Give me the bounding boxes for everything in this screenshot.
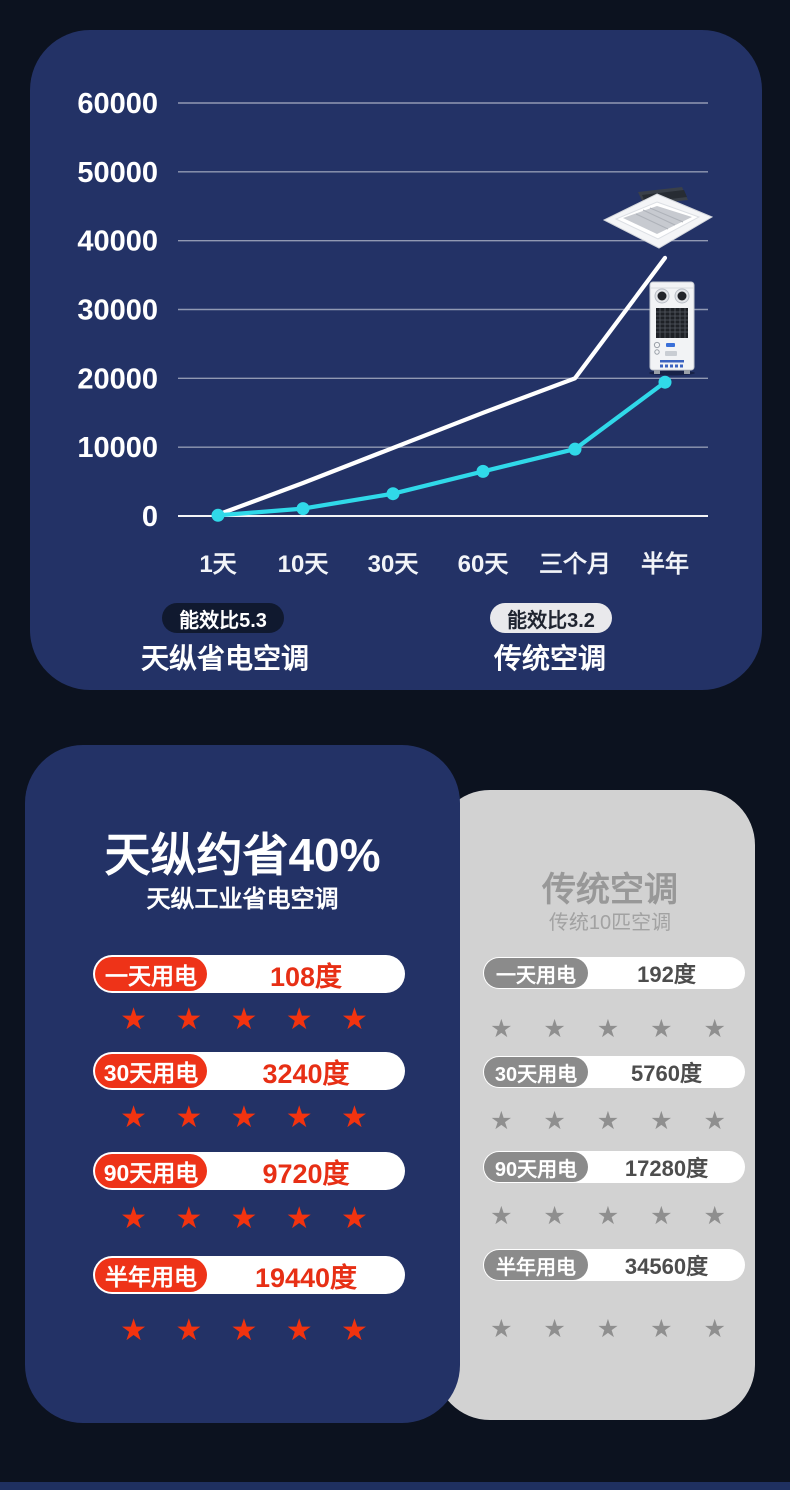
usage-row-30day: 30天用电 5760度 <box>483 1056 745 1088</box>
usage-row-90day: 90天用电 9720度 <box>93 1152 405 1190</box>
svg-text:20000: 20000 <box>77 363 158 395</box>
svg-text:10000: 10000 <box>77 432 158 464</box>
next-section-edge <box>0 1482 790 1490</box>
usage-label: 30天用电 <box>95 1054 207 1088</box>
legend-traditional: 能效比3.2 <box>490 603 612 633</box>
traditional-card-subtitle: 传统10匹空调 <box>548 912 672 934</box>
usage-row-90day: 90天用电 17280度 <box>483 1151 745 1183</box>
usage-row-1day: 一天用电 108度 <box>93 955 405 993</box>
svg-text:1天: 1天 <box>199 551 236 578</box>
star-rating: ★ ★ ★ ★ ★ <box>120 1314 378 1347</box>
usage-value: 9720度 <box>262 1158 350 1189</box>
usage-row-halfyear: 半年用电 19440度 <box>93 1256 405 1294</box>
star-rating: ★ ★ ★ ★ ★ <box>490 1015 738 1043</box>
efficiency-badge-tianzong: 能效比5.3 <box>162 603 284 633</box>
usage-label: 90天用电 <box>484 1152 588 1182</box>
usage-label: 一天用电 <box>95 957 207 991</box>
star-rating: ★ ★ ★ ★ ★ <box>120 1003 378 1036</box>
usage-label: 90天用电 <box>95 1154 207 1188</box>
ceiling-cassette-ac-icon <box>602 187 714 249</box>
usage-value: 17280度 <box>624 1156 709 1181</box>
usage-value: 34560度 <box>624 1254 709 1279</box>
svg-text:10天: 10天 <box>278 551 329 578</box>
star-rating: ★ ★ ★ ★ ★ <box>120 1202 378 1235</box>
svg-text:30000: 30000 <box>77 295 158 327</box>
efficiency-badge-traditional: 能效比3.2 <box>490 603 612 633</box>
star-rating: ★ ★ ★ ★ ★ <box>120 1101 378 1134</box>
traditional-card-title: 传统空调 <box>542 871 678 909</box>
tianzong-card-subtitle: 天纵工业省电空调 <box>146 886 339 913</box>
usage-label: 半年用电 <box>484 1250 588 1280</box>
usage-value: 192度 <box>637 962 696 987</box>
svg-text:半年: 半年 <box>641 550 689 578</box>
star-rating: ★ ★ ★ ★ ★ <box>490 1107 738 1135</box>
svg-text:0: 0 <box>142 501 158 533</box>
energy-usage-chart-panel: 0 10000 20000 30000 40000 50000 60000 1天 10天 30天 6… <box>30 30 762 690</box>
traditional-ac-card: 传统空调 传统10匹空调 一天用电 192度 ★ ★ ★ ★ ★ 30天用电 5… <box>435 790 755 1420</box>
usage-value: 5760度 <box>631 1061 702 1086</box>
svg-text:60天: 60天 <box>458 551 509 578</box>
svg-text:三个月: 三个月 <box>539 551 611 578</box>
legend-label-tianzong: 天纵省电空调 <box>140 643 309 674</box>
usage-row-30day: 30天用电 3240度 <box>93 1052 405 1090</box>
legend-tianzong: 能效比5.3 <box>162 603 284 633</box>
usage-row-halfyear: 半年用电 34560度 <box>483 1249 745 1281</box>
usage-label: 一天用电 <box>484 958 588 988</box>
usage-label: 半年用电 <box>95 1258 207 1292</box>
usage-value: 3240度 <box>262 1058 350 1089</box>
svg-text:50000: 50000 <box>77 157 158 189</box>
svg-text:30天: 30天 <box>368 551 419 578</box>
tianzong-card-title: 天纵约省40% <box>104 829 381 881</box>
tianzong-savings-card: 天纵约省40% 天纵工业省电空调 一天用电 108度 ★ ★ ★ ★ ★ 30天… <box>25 745 460 1423</box>
svg-text:40000: 40000 <box>77 226 158 258</box>
floor-standing-ac-icon <box>649 281 695 376</box>
svg-text:60000: 60000 <box>77 88 158 120</box>
energy-usage-line-chart: 0 10000 20000 30000 40000 50000 60000 1天 10天 30天 6… <box>77 88 708 578</box>
usage-value: 19440度 <box>254 1262 358 1293</box>
star-rating: ★ ★ ★ ★ ★ <box>490 1315 738 1343</box>
star-rating: ★ ★ ★ ★ ★ <box>490 1202 738 1230</box>
usage-value: 108度 <box>269 961 343 992</box>
legend-label-traditional: 传统空调 <box>493 643 606 674</box>
usage-label: 30天用电 <box>484 1057 588 1087</box>
usage-row-1day: 一天用电 192度 <box>483 957 745 989</box>
